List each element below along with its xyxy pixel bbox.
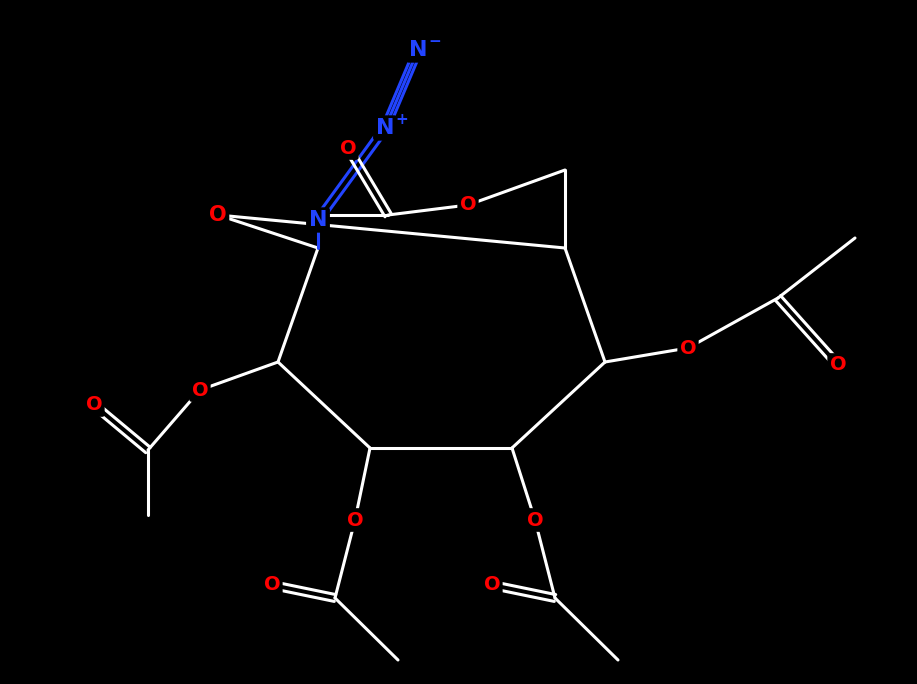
- Text: O: O: [679, 339, 696, 358]
- Text: O: O: [339, 138, 357, 157]
- Text: O: O: [526, 510, 543, 529]
- Text: −: −: [428, 34, 441, 49]
- Text: N: N: [376, 118, 394, 138]
- Text: O: O: [830, 356, 846, 375]
- Text: N: N: [309, 210, 327, 230]
- Text: O: O: [209, 205, 226, 225]
- Text: N: N: [409, 40, 427, 60]
- Text: O: O: [483, 575, 501, 594]
- Text: O: O: [264, 575, 281, 594]
- Text: O: O: [192, 380, 208, 399]
- Text: O: O: [347, 510, 363, 529]
- Text: +: +: [395, 112, 408, 127]
- Text: O: O: [459, 196, 476, 215]
- Text: O: O: [85, 395, 103, 415]
